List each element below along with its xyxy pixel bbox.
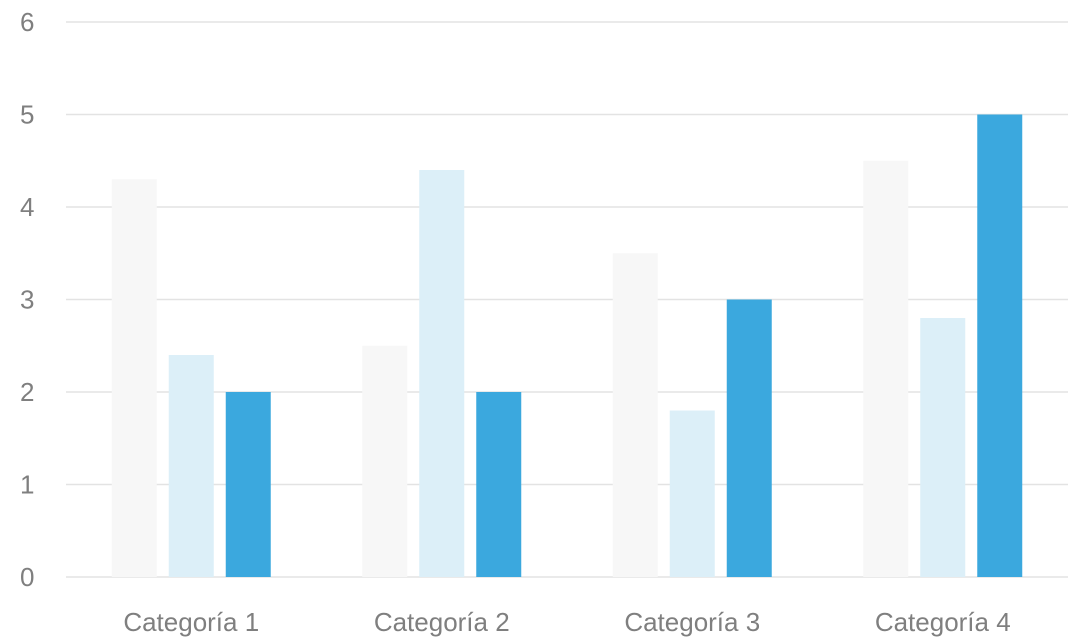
bar-category-2-series-2 [419, 170, 464, 577]
y-tick-label: 2 [20, 377, 34, 407]
y-tick-label: 3 [20, 285, 34, 315]
y-tick-label: 0 [20, 562, 34, 592]
bar-category-3-series-2 [670, 411, 715, 578]
x-tick-label: Categoría 1 [123, 607, 259, 637]
bars [112, 115, 1023, 578]
bar-category-1-series-1 [112, 179, 157, 577]
bar-category-4-series-2 [920, 318, 965, 577]
bar-category-4-series-3 [977, 115, 1022, 578]
bar-category-4-series-1 [863, 161, 908, 577]
bar-category-3-series-3 [727, 300, 772, 578]
y-axis-ticks: 0 1 2 3 4 5 6 [20, 7, 34, 592]
bar-category-1-series-3 [226, 392, 271, 577]
bar-category-1-series-2 [169, 355, 214, 577]
x-tick-label: Categoría 2 [374, 607, 510, 637]
y-tick-label: 4 [20, 192, 34, 222]
bar-category-2-series-3 [476, 392, 521, 577]
bar-category-2-series-1 [362, 346, 407, 577]
bar-category-3-series-1 [613, 253, 658, 577]
x-axis-ticks: Categoría 1 Categoría 2 Categoría 3 Categor… [123, 607, 1010, 637]
gridlines [66, 22, 1068, 577]
y-tick-label: 5 [20, 100, 34, 130]
y-tick-label: 1 [20, 470, 34, 500]
x-tick-label: Categoría 4 [875, 607, 1011, 637]
y-tick-label: 6 [20, 7, 34, 37]
x-tick-label: Categoría 3 [624, 607, 760, 637]
